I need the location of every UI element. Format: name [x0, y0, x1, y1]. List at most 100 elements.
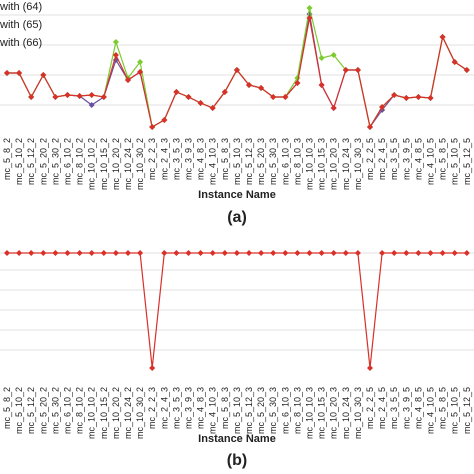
x-tick-label: mc_10_24_2 — [123, 138, 133, 190]
x-axis-label: Instance Name — [198, 433, 276, 445]
marker — [246, 82, 252, 88]
x-tick-label: mc_5_8_5 — [438, 138, 448, 180]
x-tick-label: mc_8_10_3 — [292, 138, 302, 185]
marker — [258, 250, 265, 256]
x-tick-label: mc_3_5_3 — [171, 138, 181, 180]
x-tick-label: mc_4_8_3 — [196, 138, 206, 180]
marker — [258, 85, 265, 91]
marker — [112, 39, 119, 45]
marker — [342, 250, 349, 256]
x-tick-label: mc_3_5_3 — [171, 387, 181, 429]
x-tick-label: mc_6_10_2 — [63, 138, 73, 185]
x-tick-label: mc_5_10_3 — [232, 387, 242, 434]
x-tick-label: mc_4_8_5 — [413, 138, 423, 180]
marker — [125, 77, 131, 83]
x-tick-label: mc_3_5_5 — [389, 138, 399, 180]
marker — [342, 67, 349, 73]
marker — [197, 250, 204, 256]
marker — [76, 250, 83, 256]
marker — [463, 67, 470, 73]
x-tick-label: mc_2_2_5 — [365, 138, 375, 180]
marker — [149, 365, 156, 371]
marker — [88, 92, 95, 98]
x-tick-label: mc_5_12_2 — [26, 138, 36, 185]
marker — [391, 250, 398, 256]
marker — [40, 250, 47, 256]
marker — [330, 250, 337, 256]
x-tick-label: mc_5_10_2 — [14, 387, 24, 434]
marker — [4, 70, 10, 76]
x-tick-label: mc_10_30_2 — [135, 387, 145, 439]
x-tick-label: mc_10_15_2 — [99, 138, 109, 190]
x-tick-label: mc_10_24_3 — [341, 387, 351, 439]
marker — [161, 250, 168, 256]
marker — [4, 250, 10, 256]
x-tick-label: mc_3_9_3 — [184, 138, 194, 180]
x-tick-label: mc_3_5_5 — [389, 387, 399, 429]
x-tick-label: mc_5_30_3 — [268, 387, 278, 434]
marker — [209, 250, 216, 256]
marker — [125, 250, 131, 256]
marker — [246, 250, 252, 256]
marker — [294, 80, 301, 86]
x-tick-label: mc_3_9_3 — [184, 387, 194, 429]
marker — [221, 89, 228, 95]
x-tick-label: mc_10_10_3 — [305, 387, 315, 439]
marker — [367, 365, 373, 371]
marker — [330, 105, 337, 111]
marker — [415, 94, 422, 100]
x-tick-label: mc_5_12_3 — [244, 387, 254, 434]
x-tick-label: mc_4_8_5 — [413, 387, 423, 429]
x-tick-label: mc_10_24_2 — [123, 387, 133, 439]
marker — [173, 250, 180, 256]
marker — [379, 250, 386, 256]
x-tick-label: mc_5_8_3 — [220, 138, 230, 180]
legend-label: with (66) — [0, 37, 42, 49]
marker — [100, 250, 107, 256]
marker — [403, 250, 410, 256]
marker — [185, 250, 192, 256]
x-tick-label: mc_4_10_3 — [208, 387, 218, 434]
marker — [294, 250, 301, 256]
x-tick-label: mc_5_10_5 — [450, 138, 460, 185]
x-tick-label: mc_5_8_5 — [438, 387, 448, 429]
x-tick-label: mc_2_2_3 — [147, 138, 157, 180]
marker — [112, 52, 119, 58]
x-tick-label: mc_5_10_5 — [450, 387, 460, 434]
x-tick-label: mc_4_10_3 — [208, 138, 218, 185]
x-tick-label: mc_5_20_3 — [256, 387, 266, 434]
x-tick-label: mc_10_15_3 — [317, 387, 327, 439]
x-tick-label: mc_10_20_2 — [111, 138, 121, 190]
marker — [270, 94, 277, 100]
x-tick-label: mc_10_15_2 — [99, 387, 109, 439]
marker — [330, 52, 337, 58]
marker — [185, 94, 192, 100]
x-tick-label: mc_3_9_5 — [401, 138, 411, 180]
marker — [427, 95, 434, 101]
marker — [52, 94, 59, 100]
marker — [209, 105, 216, 111]
x-tick-label: mc_10_20_3 — [329, 138, 339, 190]
x-tick-label: mc_8_10_2 — [75, 387, 85, 434]
marker — [88, 250, 95, 256]
x-tick-label: mc_10_30_3 — [353, 387, 363, 439]
marker — [463, 250, 470, 256]
x-tick-label: mc_2_2_5 — [365, 387, 375, 429]
marker — [354, 250, 361, 256]
x-tick-label: mc_5_20_2 — [38, 387, 48, 434]
x-tick-label: mc_2_4_3 — [159, 387, 169, 429]
marker — [306, 250, 313, 256]
marker — [391, 92, 398, 98]
marker — [28, 94, 35, 100]
x-tick-label: mc_5_30_3 — [268, 138, 278, 185]
x-tick-label: mc_10_20_3 — [329, 387, 339, 439]
x-tick-label: mc_5_12_2 — [26, 387, 36, 434]
marker — [221, 250, 228, 256]
marker — [318, 55, 325, 61]
x-tick-label: mc_5_30_2 — [50, 387, 60, 434]
marker — [415, 250, 422, 256]
marker — [137, 250, 144, 256]
x-tick-label: mc_5_20_3 — [256, 138, 266, 185]
x-tick-label: mc_6_10_3 — [280, 387, 290, 434]
